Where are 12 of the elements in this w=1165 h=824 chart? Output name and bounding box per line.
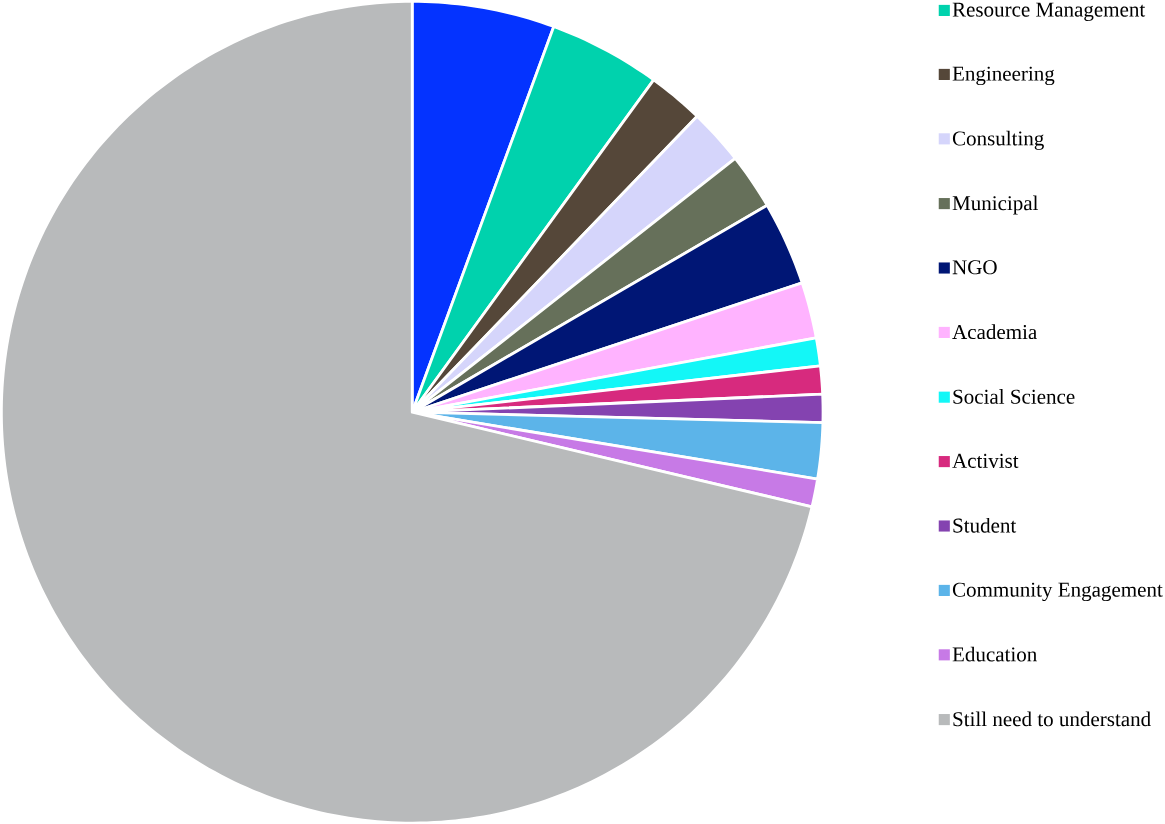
legend-label: Activist <box>952 453 1019 468</box>
legend-label: Education <box>952 646 1037 662</box>
legend-label: Consulting <box>952 130 1044 150</box>
legend-label: Municipal <box>952 195 1039 215</box>
legend-label: Engineering <box>952 66 1055 85</box>
legend-label: Academia <box>952 324 1037 339</box>
legend-label: Resource Management <box>952 2 1146 21</box>
legend-label: NGO <box>952 260 997 275</box>
legend-label: Student <box>953 517 1017 533</box>
legend-label: Social Science <box>953 388 1075 404</box>
legend-label: Still need to understand <box>953 711 1151 727</box>
legend-label: Community Engagement <box>952 582 1163 601</box>
